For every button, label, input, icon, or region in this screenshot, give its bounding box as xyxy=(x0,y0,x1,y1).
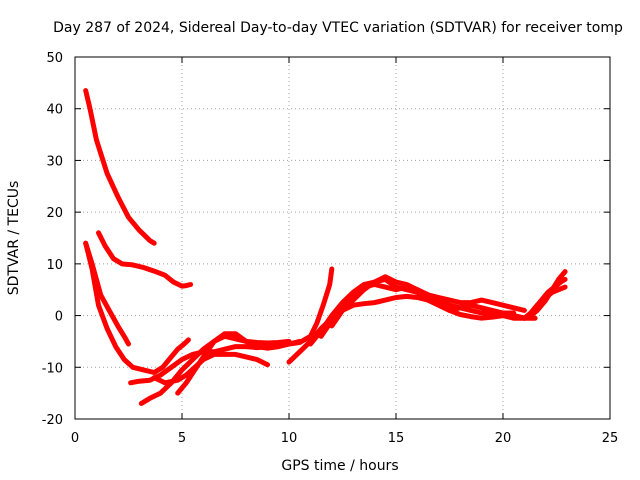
y-tick-label: -20 xyxy=(42,413,63,428)
y-tick-label: 30 xyxy=(46,154,63,169)
series-arc-4 xyxy=(83,240,191,375)
x-axis-label: GPS time / hours xyxy=(281,458,398,474)
x-tick-label: 5 xyxy=(178,431,186,446)
y-tick-label: 10 xyxy=(46,258,63,273)
x-tick-label: 0 xyxy=(71,431,79,446)
chart-title: Day 287 of 2024, Sidereal Day-to-day VTE… xyxy=(53,20,623,36)
series-group xyxy=(83,88,568,406)
ticks: 0 5 10 15 20 25 -20 -10 0 10 20 30 40 50 xyxy=(42,51,619,446)
y-tick-label: 20 xyxy=(46,206,63,221)
x-tick-label: 20 xyxy=(495,431,512,446)
x-tick-label: 10 xyxy=(281,431,298,446)
y-tick-label: -10 xyxy=(42,361,63,376)
series-arc-5 xyxy=(128,266,335,386)
y-tick-label: 50 xyxy=(46,51,63,66)
x-tick-label: 15 xyxy=(388,431,405,446)
series-arc-15 xyxy=(526,276,568,319)
plot-frame xyxy=(74,56,611,420)
series-arc-8 xyxy=(151,351,271,386)
x-tick-label: 25 xyxy=(602,431,619,446)
grid xyxy=(75,57,610,419)
series-arc-12 xyxy=(329,274,517,329)
series-arc-1 xyxy=(83,88,157,246)
y-tick-label: 0 xyxy=(55,310,63,325)
y-tick-label: 40 xyxy=(46,103,63,118)
series-arc-2 xyxy=(96,230,194,289)
y-axis-label: SDTVAR / TECUs xyxy=(6,181,22,296)
